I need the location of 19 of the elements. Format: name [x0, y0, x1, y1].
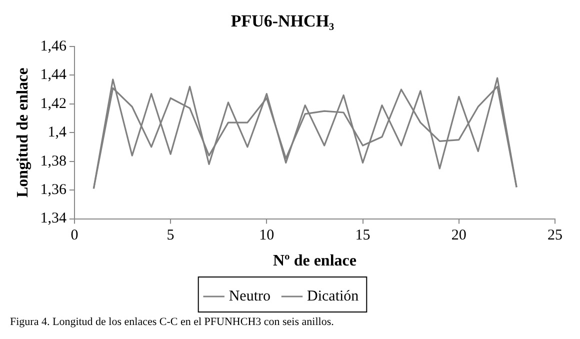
y-tick-label: 1,36 [40, 182, 67, 198]
x-tick-label: 25 [548, 228, 562, 244]
text: Figura 4. Longitud de los enlaces C-C en el PFUNHCH3 con seis anillos. [10, 316, 335, 328]
y-tick-label: 1,38 [40, 153, 66, 170]
y-axis-title: Longitud de enlace [14, 68, 32, 198]
chart-title: PFU6-NHCH₃ [230, 12, 334, 31]
legend-label: Neutro [228, 288, 271, 304]
y-tick-label: 1,46 [40, 38, 67, 54]
x-tick-label: 20 [451, 228, 466, 244]
x-tick-label: 0 [70, 228, 78, 244]
x-tick-label: 10 [259, 228, 274, 244]
x-tick-label: 15 [355, 228, 370, 244]
y-tick-label: 1,34 [40, 210, 67, 227]
y-tick-label: 1,44 [40, 67, 67, 84]
y-tick-label: 1,4 [48, 124, 67, 141]
x-tick-label: 5 [166, 228, 174, 244]
legend-label: Dicatión [307, 288, 360, 304]
x-axis-title: Nº de enlace [272, 252, 356, 270]
y-tick-label: 1,42 [40, 96, 66, 112]
